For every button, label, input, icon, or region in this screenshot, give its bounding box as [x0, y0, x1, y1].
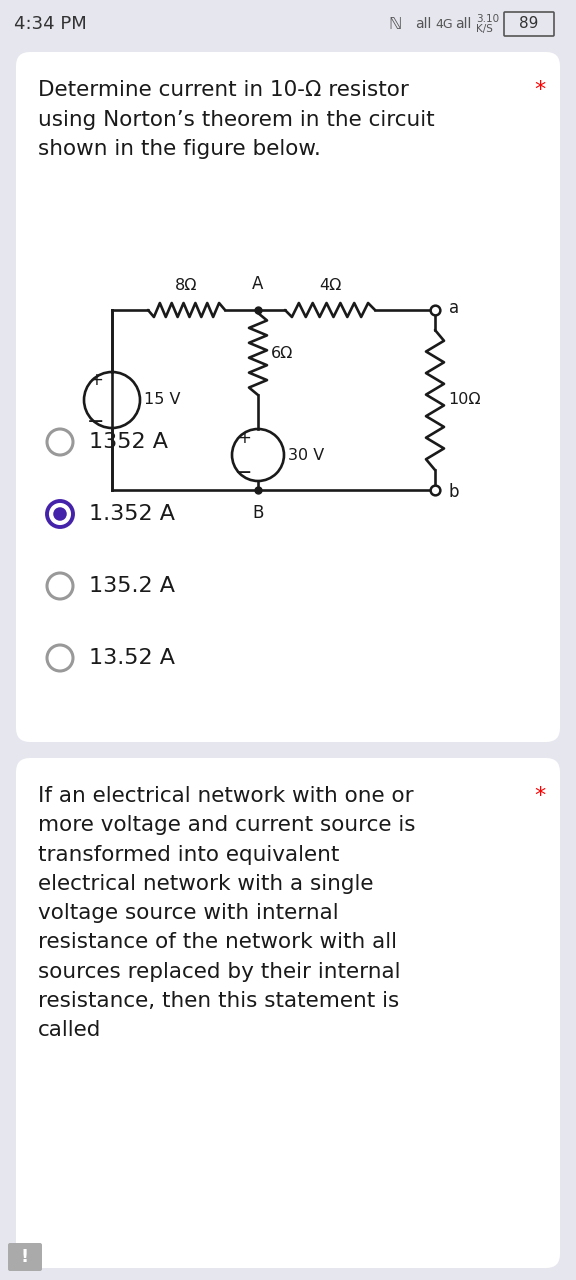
- Text: b: b: [449, 483, 460, 500]
- FancyBboxPatch shape: [16, 758, 560, 1268]
- Text: 15 V: 15 V: [144, 393, 180, 407]
- Text: ℕ: ℕ: [388, 15, 401, 33]
- Text: 4Ω: 4Ω: [319, 278, 341, 293]
- Text: Determine current in 10-Ω resistor
using Norton’s theorem in the circuit
shown i: Determine current in 10-Ω resistor using…: [38, 79, 435, 159]
- Text: 30 V: 30 V: [288, 448, 324, 462]
- Text: *: *: [535, 79, 546, 100]
- Text: a: a: [449, 300, 459, 317]
- Text: all: all: [455, 17, 471, 31]
- FancyBboxPatch shape: [8, 1243, 42, 1271]
- Text: all: all: [415, 17, 431, 31]
- Text: +: +: [237, 429, 251, 447]
- Text: A: A: [252, 275, 264, 293]
- Circle shape: [53, 507, 67, 521]
- Text: 4:34 PM: 4:34 PM: [14, 15, 87, 33]
- Text: 10Ω: 10Ω: [448, 393, 480, 407]
- Text: 4G: 4G: [435, 18, 453, 31]
- Text: +: +: [89, 371, 103, 389]
- Text: 3.10
K/S: 3.10 K/S: [476, 14, 499, 35]
- Text: *: *: [535, 786, 546, 806]
- Text: B: B: [252, 504, 264, 522]
- FancyBboxPatch shape: [16, 52, 560, 742]
- Text: 1352 A: 1352 A: [89, 431, 168, 452]
- Text: If an electrical network with one or
more voltage and current source is
transfor: If an electrical network with one or mor…: [38, 786, 415, 1041]
- Text: 135.2 A: 135.2 A: [89, 576, 175, 596]
- Text: 6Ω: 6Ω: [271, 347, 293, 361]
- Text: !: !: [21, 1248, 29, 1266]
- Text: −: −: [87, 412, 105, 431]
- Text: 13.52 A: 13.52 A: [89, 648, 175, 668]
- Text: −: −: [235, 463, 253, 483]
- Text: 89: 89: [520, 17, 539, 32]
- Text: 8Ω: 8Ω: [175, 278, 198, 293]
- Text: 1.352 A: 1.352 A: [89, 504, 175, 524]
